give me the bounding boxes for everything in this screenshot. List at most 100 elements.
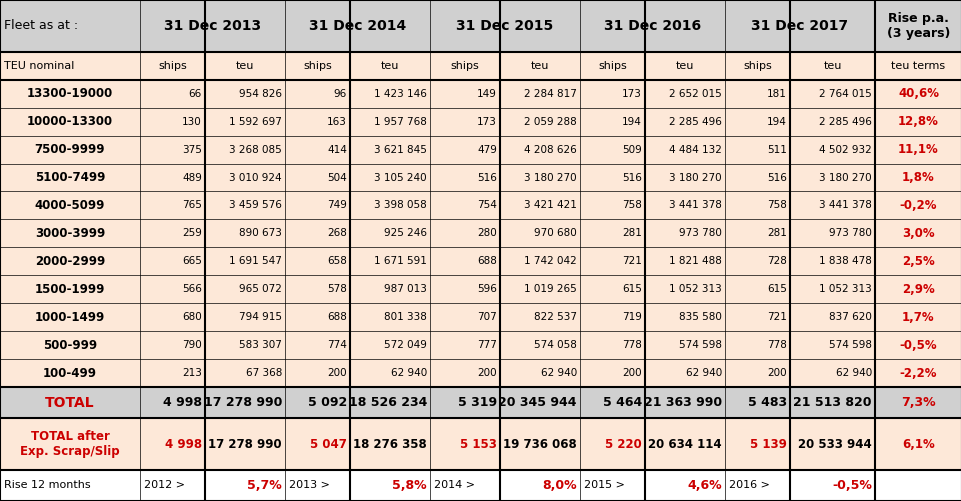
Text: 11,1%: 11,1%: [898, 143, 938, 156]
Text: 7500-9999: 7500-9999: [35, 143, 105, 156]
Text: 8,0%: 8,0%: [542, 479, 577, 492]
Text: 96: 96: [333, 89, 347, 99]
Text: 688: 688: [477, 257, 497, 267]
Text: 3 180 270: 3 180 270: [669, 172, 722, 182]
Text: ships: ships: [450, 61, 479, 71]
Text: 200: 200: [477, 368, 497, 378]
Text: 890 673: 890 673: [239, 228, 282, 238]
Text: 3 180 270: 3 180 270: [524, 172, 577, 182]
Text: 5 464: 5 464: [603, 396, 641, 409]
Text: 574 058: 574 058: [533, 340, 577, 350]
Text: 2,5%: 2,5%: [901, 255, 934, 268]
Text: 489: 489: [182, 172, 202, 182]
Text: 4 998: 4 998: [162, 396, 202, 409]
Text: 5100-7499: 5100-7499: [35, 171, 105, 184]
Text: ships: ships: [158, 61, 186, 71]
Text: 414: 414: [327, 145, 347, 155]
Text: 5 220: 5 220: [604, 437, 641, 450]
Text: 200: 200: [622, 368, 641, 378]
Text: 3 621 845: 3 621 845: [374, 145, 427, 155]
Text: 5 153: 5 153: [459, 437, 497, 450]
Text: 1,7%: 1,7%: [901, 311, 934, 324]
Text: 2000-2999: 2000-2999: [35, 255, 105, 268]
Text: 62 940: 62 940: [540, 368, 577, 378]
Text: 578: 578: [327, 284, 347, 294]
Text: 1 742 042: 1 742 042: [524, 257, 577, 267]
Text: 5,7%: 5,7%: [247, 479, 282, 492]
Text: 794 915: 794 915: [238, 312, 282, 322]
Text: 18 276 358: 18 276 358: [353, 437, 427, 450]
Text: 31 Dec 2013: 31 Dec 2013: [163, 19, 260, 33]
Text: 758: 758: [766, 200, 786, 210]
Text: 3 441 378: 3 441 378: [669, 200, 722, 210]
Text: 665: 665: [182, 257, 202, 267]
Bar: [0, 136, 961, 163]
Text: 40,6%: 40,6%: [897, 87, 938, 100]
Text: 2012 >: 2012 >: [144, 480, 185, 490]
Text: 3,0%: 3,0%: [901, 227, 934, 240]
Text: Fleet as at :: Fleet as at :: [4, 20, 78, 33]
Bar: [0, 191, 961, 219]
Text: 970 680: 970 680: [533, 228, 577, 238]
Text: 100-499: 100-499: [43, 367, 97, 380]
Text: 181: 181: [766, 89, 786, 99]
Text: 2013 >: 2013 >: [288, 480, 330, 490]
Text: 777: 777: [477, 340, 497, 350]
Text: 5 483: 5 483: [747, 396, 786, 409]
Bar: [0, 219, 961, 247]
Text: 658: 658: [327, 257, 347, 267]
Text: teu: teu: [823, 61, 841, 71]
Text: 973 780: 973 780: [678, 228, 722, 238]
Text: 3000-3999: 3000-3999: [35, 227, 105, 240]
Text: 259: 259: [182, 228, 202, 238]
Text: 200: 200: [767, 368, 786, 378]
Text: 2 284 817: 2 284 817: [524, 89, 577, 99]
Text: 728: 728: [766, 257, 786, 267]
Text: 194: 194: [622, 117, 641, 127]
Text: 280: 280: [477, 228, 497, 238]
Text: 13300-19000: 13300-19000: [27, 87, 113, 100]
Text: 200: 200: [327, 368, 347, 378]
Text: Rise p.a.
(3 years): Rise p.a. (3 years): [886, 12, 949, 40]
Text: 1 592 697: 1 592 697: [229, 117, 282, 127]
Text: 2015 >: 2015 >: [583, 480, 625, 490]
Text: 778: 778: [766, 340, 786, 350]
Text: 1000-1499: 1000-1499: [35, 311, 105, 324]
Text: 754: 754: [477, 200, 497, 210]
Text: 281: 281: [622, 228, 641, 238]
Text: TOTAL: TOTAL: [45, 396, 95, 410]
Text: 837 620: 837 620: [828, 312, 871, 322]
Text: 615: 615: [622, 284, 641, 294]
Text: 1500-1999: 1500-1999: [35, 283, 105, 296]
Text: 3 459 576: 3 459 576: [229, 200, 282, 210]
Text: 20 533 944: 20 533 944: [798, 437, 871, 450]
Text: 20 345 944: 20 345 944: [498, 396, 577, 409]
Text: 2 285 496: 2 285 496: [818, 117, 871, 127]
Text: -0,5%: -0,5%: [831, 479, 871, 492]
Text: Rise 12 months: Rise 12 months: [4, 480, 90, 490]
Text: 1 019 265: 1 019 265: [524, 284, 577, 294]
Text: 213: 213: [182, 368, 202, 378]
Text: 774: 774: [327, 340, 347, 350]
Text: 987 013: 987 013: [383, 284, 427, 294]
Text: 1 052 313: 1 052 313: [669, 284, 722, 294]
Text: 721: 721: [622, 257, 641, 267]
Text: 31 Dec 2016: 31 Dec 2016: [604, 19, 701, 33]
Bar: [0, 108, 961, 136]
Text: ships: ships: [742, 61, 771, 71]
Text: 574 598: 574 598: [828, 340, 871, 350]
Text: 1 838 478: 1 838 478: [818, 257, 871, 267]
Text: 5 092: 5 092: [308, 396, 347, 409]
Text: 3 180 270: 3 180 270: [819, 172, 871, 182]
Text: 596: 596: [477, 284, 497, 294]
Text: 4,6%: 4,6%: [687, 479, 722, 492]
Text: 12,8%: 12,8%: [898, 115, 938, 128]
Text: 707: 707: [477, 312, 497, 322]
Text: 574 598: 574 598: [678, 340, 722, 350]
Text: 954 826: 954 826: [238, 89, 282, 99]
Text: ships: ships: [598, 61, 627, 71]
Text: 3 010 924: 3 010 924: [229, 172, 282, 182]
Text: 1 052 313: 1 052 313: [819, 284, 871, 294]
Text: 504: 504: [327, 172, 347, 182]
Text: teu: teu: [381, 61, 399, 71]
